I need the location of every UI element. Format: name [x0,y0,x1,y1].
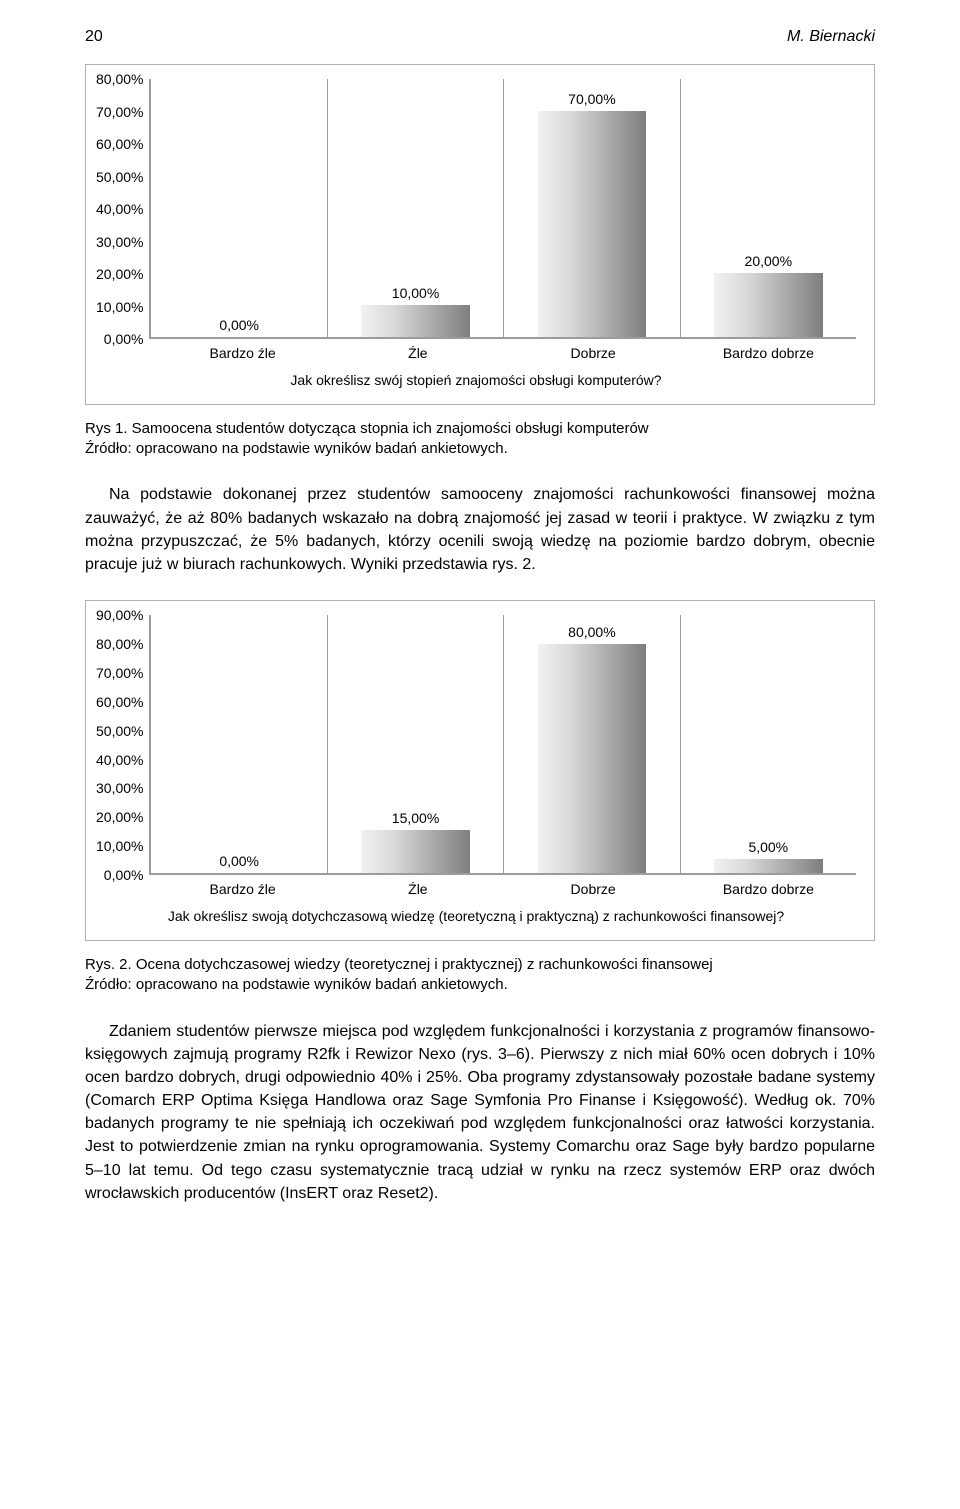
bar [538,644,647,873]
chart-column: 5,00% [681,615,856,873]
chart-2-yaxis: 90,00%80,00%70,00%60,00%50,00%40,00%30,0… [96,615,149,875]
bar [714,273,823,338]
chart-1: 80,00%70,00%60,00%50,00%40,00%30,00%20,0… [85,64,875,405]
figure-2-caption: Rys. 2. Ocena dotychczasowej wiedzy (teo… [85,955,875,996]
bar-value-label: 80,00% [504,624,679,640]
chart-column: 80,00% [504,615,680,873]
bar-value-label: 0,00% [151,317,326,333]
bar-value-label: 5,00% [681,839,856,855]
chart-1-yaxis: 80,00%70,00%60,00%50,00%40,00%30,00%20,0… [96,79,149,339]
chart-2: 90,00%80,00%70,00%60,00%50,00%40,00%30,0… [85,600,875,941]
xtick-label: Dobrze [506,339,681,361]
chart-2-xaxis: Bardzo źleŹleDobrzeBardzo dobrze [155,875,856,897]
bar-value-label: 70,00% [504,91,679,107]
paragraph-2: Zdaniem studentów pierwsze miejsca pod w… [85,1020,875,1206]
bar [361,305,470,337]
chart-1-title: Jak określisz swój stopień znajomości ob… [96,371,856,390]
chart-column: 15,00% [328,615,504,873]
xtick-label: Bardzo dobrze [681,339,856,361]
bar [361,830,470,873]
chart-column: 0,00% [151,615,327,873]
chart-column: 20,00% [681,79,856,337]
page-author: M. Biernacki [787,28,875,46]
xtick-label: Dobrze [506,875,681,897]
chart-2-plot: 0,00% 15,00% 80,00% 5,00% [149,615,856,875]
paragraph-1: Na podstawie dokonanej przez studentów s… [85,483,875,576]
figure-1-caption: Rys 1. Samoocena studentów dotycząca sto… [85,419,875,460]
bar-value-label: 10,00% [328,285,503,301]
chart-2-title: Jak określisz swoją dotychczasową wiedzę… [96,907,856,926]
chart-1-plot: 0,00%10,00% 70,00% 20,00% [149,79,856,339]
xtick-label: Bardzo źle [155,875,330,897]
bar-value-label: 20,00% [681,253,856,269]
bar-value-label: 15,00% [328,810,503,826]
bar-value-label: 0,00% [151,853,326,869]
chart-1-xaxis: Bardzo źleŹleDobrzeBardzo dobrze [155,339,856,361]
xtick-label: Źle [330,339,505,361]
xtick-label: Źle [330,875,505,897]
xtick-label: Bardzo źle [155,339,330,361]
page-number: 20 [85,28,103,46]
page-header: 20 M. Biernacki [85,28,875,46]
xtick-label: Bardzo dobrze [681,875,856,897]
chart-column: 10,00% [328,79,504,337]
chart-column: 70,00% [504,79,680,337]
bar [714,859,823,873]
chart-column: 0,00% [151,79,327,337]
bar [538,111,647,337]
